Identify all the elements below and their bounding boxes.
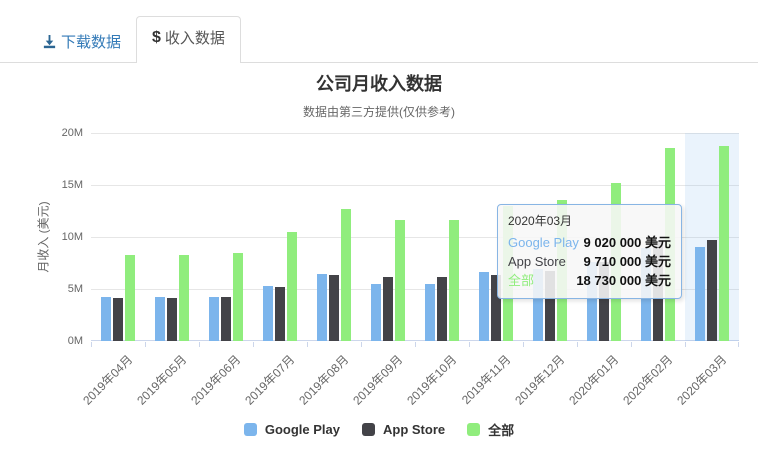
chart-column bbox=[307, 133, 361, 341]
x-axis-tick bbox=[685, 342, 686, 347]
tab-download-label: 下载数据 bbox=[61, 34, 122, 51]
tooltip-row: 全部 18 730 000 美元 bbox=[508, 271, 671, 290]
x-axis-tick bbox=[631, 342, 632, 347]
x-axis-tick bbox=[253, 342, 254, 347]
legend-swatch bbox=[243, 423, 257, 436]
chart-column bbox=[91, 133, 145, 341]
bar-全部[interactable] bbox=[341, 208, 351, 341]
bar-google-play[interactable] bbox=[209, 296, 219, 341]
bar-全部[interactable] bbox=[719, 146, 729, 341]
tab-revenue-label: 收入数据 bbox=[164, 30, 225, 47]
tooltip-series-name: 全部 bbox=[508, 273, 535, 288]
legend-item-google-play[interactable]: Google Play bbox=[243, 420, 340, 439]
tab-revenue-data[interactable]: $ 收入数据 bbox=[136, 16, 241, 63]
bar-google-play[interactable] bbox=[533, 269, 543, 341]
tab-bar: 下载数据 $ 收入数据 bbox=[0, 0, 758, 63]
bar-app-store[interactable] bbox=[545, 271, 555, 341]
tooltip-row: Google Play 9 020 000 美元 bbox=[508, 233, 671, 252]
bar-app-store[interactable] bbox=[599, 261, 609, 341]
x-axis-tick bbox=[469, 342, 470, 347]
grid-line bbox=[91, 289, 739, 290]
bar-app-store[interactable] bbox=[221, 297, 231, 341]
y-axis-tick-label: 15M bbox=[61, 179, 83, 191]
x-axis-tick bbox=[523, 342, 524, 347]
x-axis-tick bbox=[307, 342, 308, 347]
bar-google-play[interactable] bbox=[479, 272, 489, 341]
bar-全部[interactable] bbox=[287, 232, 297, 341]
y-axis-tick-label: 20M bbox=[61, 127, 83, 139]
grid-line bbox=[91, 185, 739, 186]
bar-app-store[interactable] bbox=[383, 277, 393, 341]
bar-全部[interactable] bbox=[449, 219, 459, 341]
bar-全部[interactable] bbox=[125, 254, 135, 341]
bar-全部[interactable] bbox=[233, 253, 243, 341]
x-axis-tick bbox=[577, 342, 578, 347]
x-axis-tick bbox=[145, 342, 146, 347]
bar-google-play[interactable] bbox=[425, 283, 435, 341]
bar-google-play[interactable] bbox=[587, 261, 597, 341]
bar-google-play[interactable] bbox=[317, 274, 327, 341]
grid-line bbox=[91, 237, 739, 238]
dollar-icon: $ bbox=[152, 28, 161, 46]
chart-legend: Google Play App Store 全部 bbox=[0, 420, 758, 439]
bar-app-store[interactable] bbox=[707, 240, 717, 341]
tooltip-series-name: App Store bbox=[508, 254, 566, 269]
chart-column bbox=[361, 133, 415, 341]
legend-swatch bbox=[362, 423, 375, 436]
chart-title: 公司月收入数据 bbox=[316, 74, 442, 94]
chart-column bbox=[415, 133, 469, 341]
legend-label: Google Play bbox=[264, 422, 340, 437]
tooltip-series-value: 9 020 000 美元 bbox=[583, 235, 671, 250]
bar-google-play[interactable] bbox=[101, 297, 111, 341]
tooltip-series-value: 9 710 000 美元 bbox=[583, 254, 671, 269]
tooltip-row: App Store 9 710 000 美元 bbox=[508, 252, 671, 271]
chart-column bbox=[685, 133, 739, 341]
bar-app-store[interactable] bbox=[329, 275, 339, 341]
bar-google-play[interactable] bbox=[695, 247, 705, 341]
x-axis-tick bbox=[738, 342, 739, 347]
tooltip-rows: Google Play 9 020 000 美元 App Store 9 710 00… bbox=[508, 233, 671, 290]
bar-app-store[interactable] bbox=[167, 298, 177, 341]
chart-tooltip: 2020年03月 Google Play 9 020 000 美元 App Stor… bbox=[497, 204, 682, 299]
chart-subtitle: 数据由第三方提供(仅供参考) bbox=[303, 105, 455, 119]
legend-swatch bbox=[467, 423, 481, 436]
legend-label: App Store bbox=[383, 422, 446, 437]
bar-google-play[interactable] bbox=[263, 285, 273, 341]
tooltip-series-value: 18 730 000 美元 bbox=[576, 273, 671, 288]
x-axis-tick bbox=[415, 342, 416, 347]
bar-全部[interactable] bbox=[395, 219, 405, 341]
chart-column bbox=[145, 133, 199, 341]
legend-label: 全部 bbox=[488, 423, 515, 438]
bar-google-play[interactable] bbox=[371, 283, 381, 341]
chart-column bbox=[253, 133, 307, 341]
legend-item-全部[interactable]: 全部 bbox=[467, 420, 514, 439]
bar-app-store[interactable] bbox=[491, 274, 501, 341]
tooltip-header: 2020年03月 bbox=[508, 214, 573, 228]
y-axis-tick-label: 0M bbox=[67, 335, 83, 347]
x-axis-tick bbox=[91, 342, 92, 347]
legend-item-app-store[interactable]: App Store bbox=[362, 420, 445, 439]
tooltip-series-name: Google Play bbox=[508, 235, 579, 250]
grid-line bbox=[91, 133, 739, 134]
bar-google-play[interactable] bbox=[155, 297, 165, 341]
download-icon bbox=[42, 34, 57, 49]
y-axis-tick-label: 5M bbox=[67, 283, 83, 295]
bar-app-store[interactable] bbox=[275, 287, 285, 341]
bar-app-store[interactable] bbox=[113, 298, 123, 341]
x-axis-tick bbox=[199, 342, 200, 347]
x-axis-tick bbox=[361, 342, 362, 347]
bar-app-store[interactable] bbox=[437, 277, 447, 341]
y-axis-tick-label: 10M bbox=[61, 231, 83, 243]
bar-全部[interactable] bbox=[179, 254, 189, 341]
tab-download-data[interactable]: 下载数据 bbox=[27, 21, 136, 62]
chart-column bbox=[199, 133, 253, 341]
